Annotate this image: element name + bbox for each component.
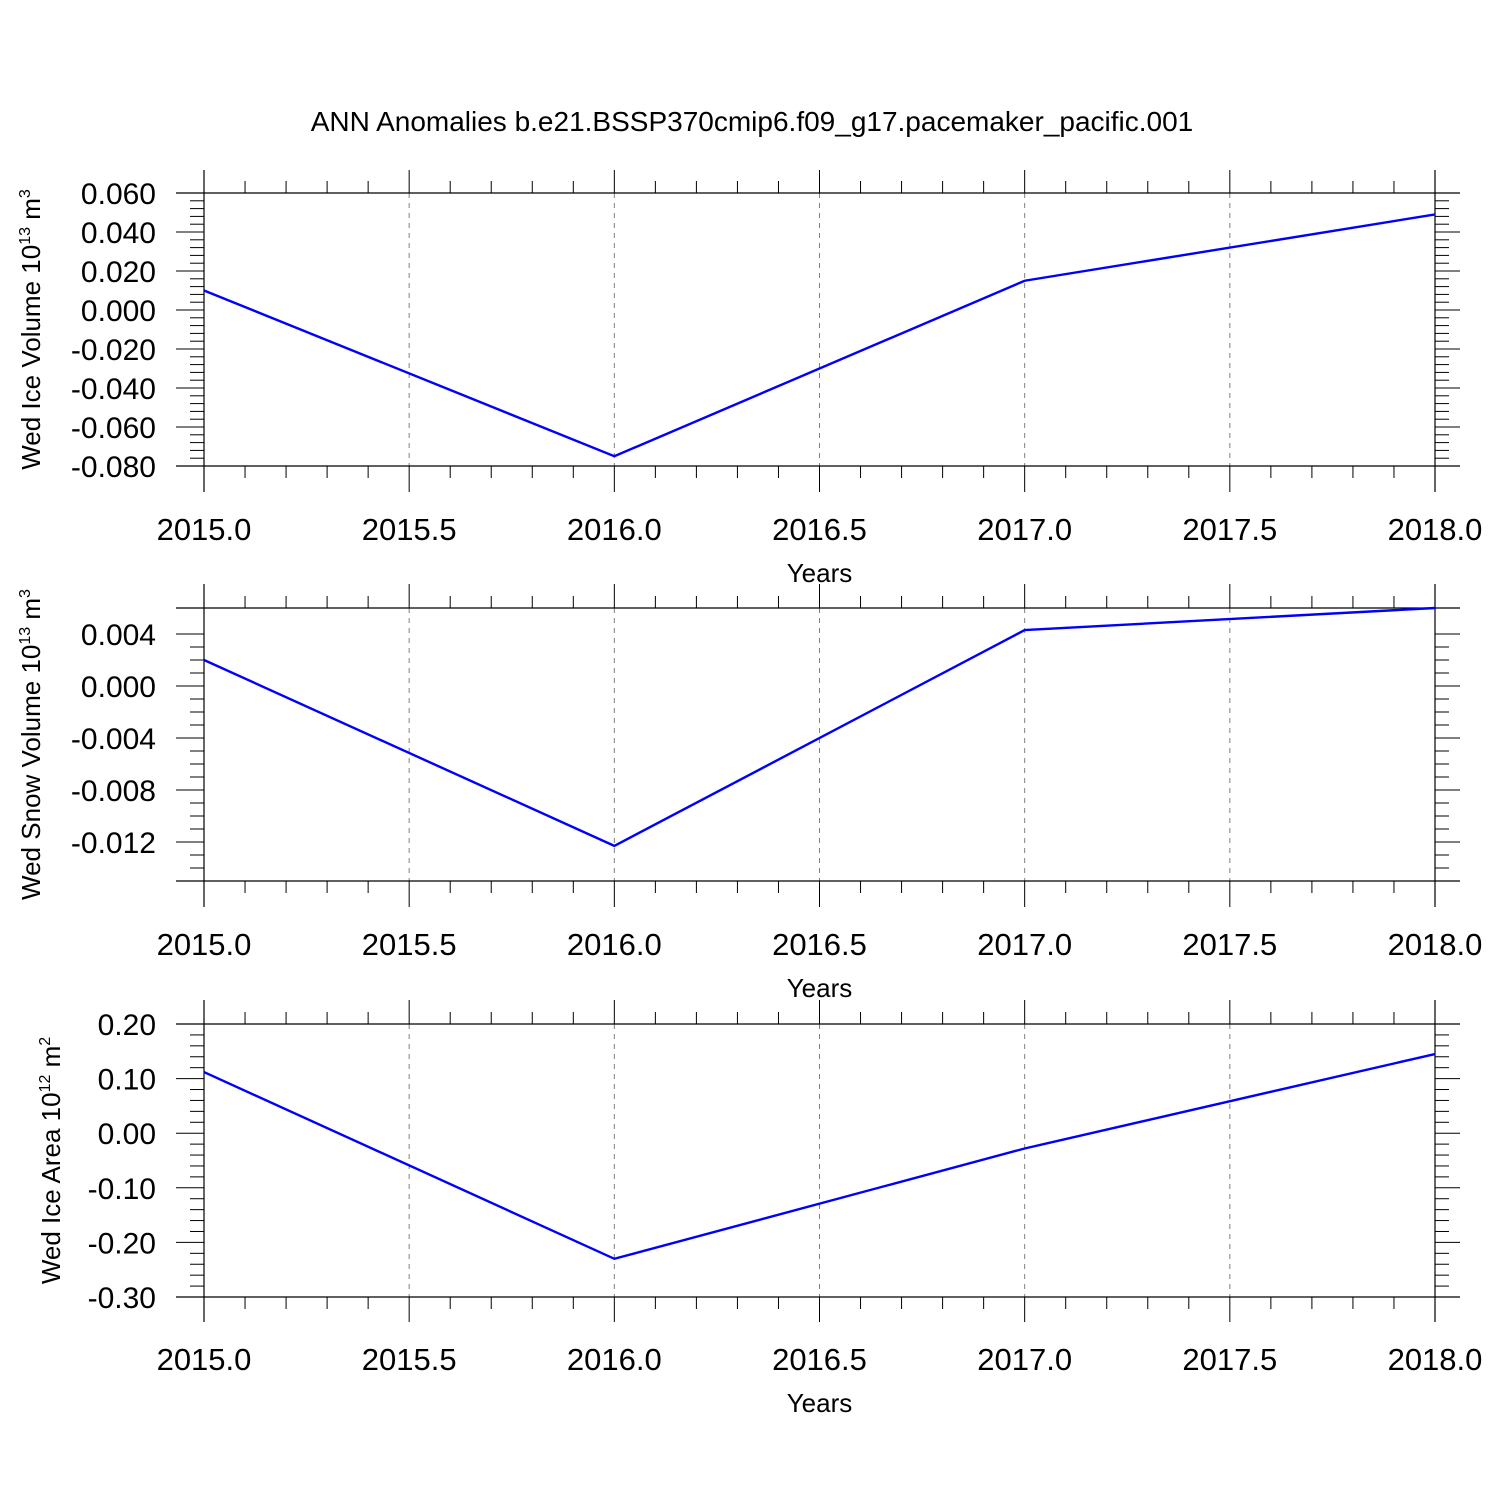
y-axis-label: Wed Snow Volume 1013 m3 [16,589,46,900]
series-line [203,606,1436,848]
y-tick-label: -0.040 [71,373,156,406]
panel-area [176,584,1460,907]
x-axis-label: Years [787,558,853,588]
y-tick-label: -0.012 [71,827,156,860]
x-tick-label: 2016.5 [772,927,867,962]
figure-title: ANN Anomalies b.e21.BSSP370cmip6.f09_g17… [311,106,1194,137]
series-line [203,1052,1436,1261]
y-tick-label: 0.020 [81,256,156,289]
x-tick-label: 2017.0 [977,1342,1072,1377]
x-tick-label: 2018.0 [1388,1342,1483,1377]
x-axis-label: Years [787,973,853,1003]
panel-2: -0.012 -0.008 -0.004 0.000 0.004 2015.0 2015.5… [16,584,1482,1003]
x-tick-label: 2015.0 [157,927,252,962]
x-tick-label: 2017.0 [977,927,1072,962]
x-tick-label: 2016.0 [567,512,662,547]
y-tick-label: -0.20 [88,1227,156,1260]
y-tick-label: -0.080 [71,451,156,484]
y-axis-label: Wed Ice Volume 1013 m3 [16,189,46,470]
x-tick-label: 2018.0 [1388,512,1483,547]
y-tick-label: -0.008 [71,775,156,808]
y-tick-label: 0.000 [81,671,156,704]
panel-1: -0.080 -0.060 -0.040 -0.020 0.000 0.020 0.040 0… [16,170,1482,588]
x-tick-label: 2018.0 [1388,927,1483,962]
x-axis-label: Years [787,1388,853,1418]
x-tick-label: 2015.0 [157,512,252,547]
x-tick-label: 2015.5 [362,927,457,962]
y-tick-label: -0.30 [88,1282,156,1315]
y-tick-label: -0.004 [71,723,156,756]
y-tick-label: 0.060 [81,178,156,211]
panel-area [176,170,1460,492]
y-tick-label: 0.10 [98,1064,156,1097]
y-tick-label: 0.00 [98,1118,156,1151]
x-tick-label: 2016.0 [567,1342,662,1377]
x-tick-label: 2017.5 [1182,512,1277,547]
x-tick-label: 2015.5 [362,512,457,547]
x-tick-label: 2015.0 [157,1342,252,1377]
panel-area [176,1000,1460,1322]
series-line [203,213,1436,458]
x-tick-label: 2015.5 [362,1342,457,1377]
x-tick-label: 2017.0 [977,512,1072,547]
x-tick-label: 2017.5 [1182,1342,1277,1377]
x-tick-label: 2016.5 [772,1342,867,1377]
y-tick-label: 0.000 [81,295,156,328]
y-tick-label: -0.060 [71,412,156,445]
y-tick-label: 0.004 [81,619,156,652]
y-tick-label: 0.20 [98,1009,156,1042]
x-tick-label: 2016.5 [772,512,867,547]
x-tick-label: 2016.0 [567,927,662,962]
y-axis-label: Wed Ice Area 1012 m2 [36,1037,66,1284]
x-tick-label: 2017.5 [1182,927,1277,962]
y-tick-label: -0.10 [88,1173,156,1206]
y-tick-label: 0.040 [81,217,156,250]
y-tick-label: -0.020 [71,334,156,367]
panel-3: -0.30 -0.20 -0.10 0.00 0.10 0.20 2015.0 2015.5 2… [36,1000,1482,1418]
